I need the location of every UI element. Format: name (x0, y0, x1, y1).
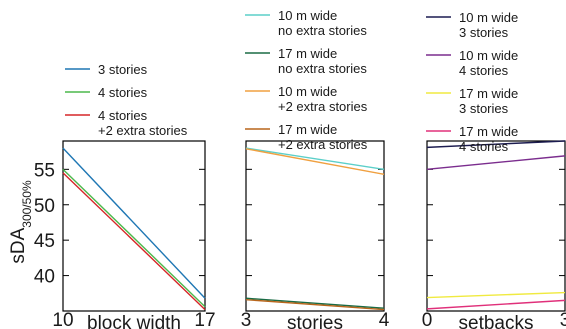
y-tick-label: 50 (34, 196, 55, 217)
legend-label: 17 m wide (278, 46, 337, 61)
legend-label: 4 stories (98, 108, 148, 123)
x-tick-label-last: 3 (560, 310, 566, 329)
legend-label: 10 m wide (459, 10, 518, 25)
y-axis-label-main: sDA (8, 227, 29, 263)
series-line-3 (245, 148, 385, 175)
legend-entry-2: 4 stories (65, 85, 148, 100)
x-tick-label-last: 4 (379, 310, 390, 329)
series-line-3 (426, 291, 566, 299)
series-line-3 (62, 172, 206, 311)
series-line-4 (245, 298, 385, 311)
y-tick-label: 40 (34, 267, 55, 288)
legend-entry-3: 4 stories+2 extra stories (65, 108, 188, 138)
legend-label: 3 stories (98, 62, 148, 77)
y-axis-label-sub: 300/50% (20, 180, 34, 228)
legend-label: 4 stories (459, 63, 509, 78)
x-tick-label-first: 10 (52, 310, 73, 329)
y-axis-label: sDA300/50% (8, 180, 34, 264)
legend-label: 17 m wide (278, 122, 337, 137)
series-line-4 (426, 299, 566, 310)
legend-label: 4 stories (98, 85, 148, 100)
x-tick-label-last: 17 (194, 310, 215, 329)
legend-label: 10 m wide (278, 8, 337, 23)
legend-label: 10 m wide (459, 48, 518, 63)
series-line-1 (62, 147, 206, 299)
series-line-1 (245, 147, 385, 171)
x-tick-label-first: 3 (241, 310, 252, 329)
axes-frame (245, 140, 385, 312)
legend-entry-1: 3 stories (65, 62, 148, 77)
legend-label: +2 extra stories (278, 99, 368, 114)
legend-label: no extra stories (278, 23, 367, 38)
x-axis-label: setbacks (459, 313, 534, 329)
axes-frame (426, 140, 566, 312)
legend-label: 3 stories (459, 101, 509, 116)
legend-entry-3: 10 m wide+2 extra stories (245, 84, 368, 114)
series-line-2 (426, 155, 566, 171)
legend-label: +2 extra stories (98, 123, 188, 138)
legend-label: 10 m wide (278, 84, 337, 99)
x-tick-label-first: 0 (422, 310, 433, 329)
legend-label: no extra stories (278, 61, 367, 76)
y-tick-label: 45 (34, 231, 55, 252)
chart-panel-1: 40 45 50 55 10 17 block width 3 stories 4 storie… (34, 62, 216, 329)
legend-label: 4 stories (459, 139, 509, 154)
x-axis-label: stories (287, 313, 343, 329)
legend-label: 17 m wide (459, 86, 518, 101)
series-line-2 (245, 297, 385, 309)
legend-label: +2 extra stories (278, 137, 368, 152)
axes-frame (62, 140, 206, 312)
series-line-2 (62, 168, 206, 308)
series-line-1 (426, 140, 566, 149)
legend-label: 3 stories (459, 25, 509, 40)
x-axis-label: block width (87, 313, 181, 329)
y-tick-label: 55 (34, 160, 55, 181)
legend-label: 17 m wide (459, 124, 518, 139)
legend-entry-4: 17 m wide+2 extra stories (245, 122, 368, 152)
